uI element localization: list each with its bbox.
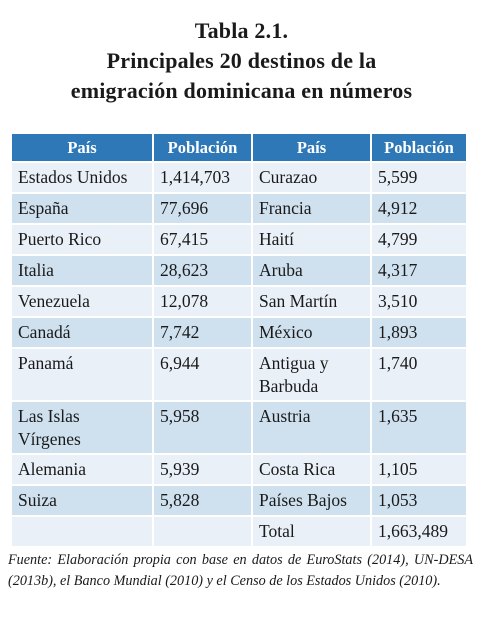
caption-title-line-2: emigración dominicana en números: [70, 78, 413, 103]
country-cell: Antigua y Barbuda: [251, 347, 372, 402]
population-cell: 28,623: [152, 254, 253, 287]
population-cell: 1,053: [370, 484, 468, 517]
table-row: España 77,696 Francia 4,912: [10, 192, 468, 225]
country-cell: Suiza: [10, 484, 154, 517]
source-footnote: Fuente: Elaboración propia con base en d…: [8, 552, 473, 589]
country-cell: Alemania: [10, 453, 154, 486]
empty-cell: [10, 515, 154, 548]
header-pais-2: País: [251, 132, 372, 163]
country-cell: Aruba: [251, 254, 372, 287]
country-cell: Costa Rica: [251, 453, 372, 486]
population-cell: 1,105: [370, 453, 468, 486]
country-cell: México: [251, 316, 372, 349]
header-poblacion-2: Población: [370, 132, 468, 163]
country-cell: San Martín: [251, 285, 372, 318]
population-cell: 1,635: [370, 400, 468, 455]
country-cell: Puerto Rico: [10, 223, 154, 256]
population-cell: 3,510: [370, 285, 468, 318]
population-cell: 5,828: [152, 484, 253, 517]
country-cell: Francia: [251, 192, 372, 225]
country-cell: Las Islas Vírgenes: [10, 400, 154, 455]
country-cell: Canadá: [10, 316, 154, 349]
population-cell: 7,742: [152, 316, 253, 349]
table-row: Italia 28,623 Aruba 4,317: [10, 254, 468, 287]
country-cell: Venezuela: [10, 285, 154, 318]
caption-label: Tabla 2.1.: [194, 18, 289, 43]
table-row: Puerto Rico 67,415 Haití 4,799: [10, 223, 468, 256]
population-cell: 1,893: [370, 316, 468, 349]
population-cell: 1,740: [370, 347, 468, 402]
table-row: Estados Unidos 1,414,703 Curazao 5,599: [10, 161, 468, 194]
country-cell: Haití: [251, 223, 372, 256]
population-cell: 5,599: [370, 161, 468, 194]
country-cell: Panamá: [10, 347, 154, 402]
table-row: Suiza 5,828 Países Bajos 1,053: [10, 484, 468, 517]
population-cell: 67,415: [152, 223, 253, 256]
population-cell: 6,944: [152, 347, 253, 402]
population-cell: 12,078: [152, 285, 253, 318]
country-cell: Italia: [10, 254, 154, 287]
table-caption: Tabla 2.1. Principales 20 destinos de la…: [0, 16, 483, 106]
table-row: Alemania 5,939 Costa Rica 1,105: [10, 453, 468, 486]
header-poblacion-1: Población: [152, 132, 253, 163]
table-row: Canadá 7,742 México 1,893: [10, 316, 468, 349]
country-cell: Estados Unidos: [10, 161, 154, 194]
country-cell: Austria: [251, 400, 372, 455]
total-value-cell: 1,663,489: [370, 515, 468, 548]
table-header-row: País Población País Población: [10, 132, 468, 163]
population-cell: 77,696: [152, 192, 253, 225]
population-cell: 4,799: [370, 223, 468, 256]
population-cell: 5,939: [152, 453, 253, 486]
table-row: Venezuela 12,078 San Martín 3,510: [10, 285, 468, 318]
emigration-destinations-table: País Población País Población Estados Un…: [10, 132, 468, 548]
population-cell: 4,317: [370, 254, 468, 287]
table-row: Panamá 6,944 Antigua y Barbuda 1,740: [10, 347, 468, 402]
header-pais-1: País: [10, 132, 154, 163]
country-cell: España: [10, 192, 154, 225]
country-cell: Curazao: [251, 161, 372, 194]
table-row: Las Islas Vírgenes 5,958 Austria 1,635: [10, 400, 468, 455]
table-total-row: Total 1,663,489: [10, 515, 468, 548]
population-cell: 1,414,703: [152, 161, 253, 194]
caption-title-line-1: Principales 20 destinos de la: [106, 48, 377, 73]
country-cell: Países Bajos: [251, 484, 372, 517]
empty-cell: [152, 515, 253, 548]
total-label-cell: Total: [251, 515, 372, 548]
population-cell: 5,958: [152, 400, 253, 455]
population-cell: 4,912: [370, 192, 468, 225]
